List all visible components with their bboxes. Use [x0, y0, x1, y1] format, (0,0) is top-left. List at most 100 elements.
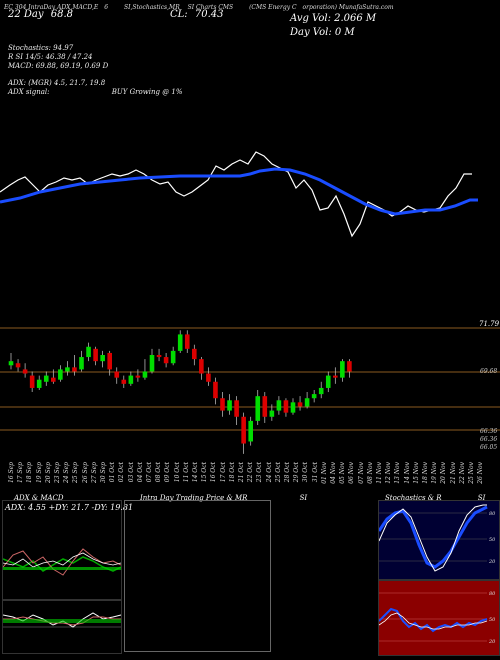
rsi-lines: 80 50 20 — [378, 591, 496, 645]
candle-body — [248, 420, 253, 442]
adx-readout: ADX: (MGR) 4.5, 21.7, 19.8 — [8, 79, 106, 87]
adx-line — [3, 552, 121, 568]
rsi-axis-50: 50 — [489, 617, 496, 623]
macd-lines — [2, 612, 122, 628]
candle-body — [15, 363, 21, 368]
date-axis: 16 Sep 17 Sep 18 Sep 19 Sep 20 Sep 23 Sep 24 S… — [0, 462, 500, 494]
candle-body — [255, 396, 261, 421]
date-tick-label: 19 Sep — [35, 462, 43, 484]
date-tick-label: 02 Oct — [118, 462, 126, 483]
rsi-axis-80: 80 — [489, 591, 496, 597]
date-tick-label: 31 Oct — [311, 462, 319, 483]
date-tick-label: 12 Nov — [385, 462, 393, 484]
price-label-mid: 69.68 — [480, 368, 498, 375]
adx-panel: ADX: 4.55 +DY: 21.7 -DY: 19.81 — [2, 500, 133, 600]
date-tick-label: 29 Oct — [293, 462, 301, 483]
date-tick-label: 11 Oct — [182, 462, 190, 483]
candle-body — [135, 375, 141, 378]
day-volume: Day Vol: 0 M — [290, 27, 355, 38]
candle-body — [234, 400, 239, 417]
adx-signal-label: ADX signal: — [8, 88, 50, 96]
price-label-top: 71.79 — [479, 320, 500, 328]
intraday-title-text: Intra Day Trading Price & MR — [140, 494, 248, 502]
date-tick-label: 30 Sep — [100, 462, 107, 484]
candle-body — [269, 410, 275, 417]
candle-body — [163, 357, 169, 364]
candle-body — [114, 371, 120, 378]
price-label-low3: 66.05 — [480, 444, 498, 451]
candle-body — [333, 375, 338, 378]
stochastics-panel: 80 50 20 — [377, 500, 500, 580]
date-tick-label: 26 Sep — [81, 462, 89, 484]
close-value: 70.43 — [194, 9, 224, 20]
candle-body — [170, 350, 176, 364]
candle-body — [86, 346, 91, 358]
candle-body — [8, 361, 14, 366]
candle-body — [325, 375, 331, 388]
moving-average-chart — [0, 151, 478, 238]
candle-body — [79, 357, 84, 370]
candle-body — [199, 359, 204, 374]
macd-histogram-band — [3, 619, 121, 623]
rsi-readout: R SI 14/5: 46.38 / 47.24 — [8, 53, 93, 61]
candle-body — [100, 355, 105, 362]
date-tick-label: 20 Nov — [440, 462, 448, 484]
date-tick-label: 04 Oct — [136, 462, 144, 483]
candle-body — [220, 398, 225, 411]
candle-body — [43, 375, 49, 382]
price-label-low1: 66.36 — [480, 428, 498, 435]
candle-body — [93, 348, 98, 362]
header-title-right: (CMS Energy C — [249, 4, 297, 11]
candle-body — [192, 348, 197, 360]
candle-body — [177, 334, 183, 351]
date-tick-label: 17 Sep — [17, 462, 25, 484]
date-tick-label: 16 Oct — [210, 462, 218, 483]
adx-lines — [3, 548, 121, 576]
date-tick-label: 23 Sep — [54, 462, 61, 484]
adx-panel-title: ADX & MACD — [14, 494, 64, 502]
date-tick-label: 27 Sep — [90, 462, 98, 484]
date-tick-label: 10 Oct — [173, 462, 181, 483]
date-tick-label: 21 Oct — [238, 462, 245, 483]
date-tick-label: 25 Sep — [72, 462, 80, 484]
header-title-mid3: SI Charts CMS — [187, 4, 234, 11]
candle-body — [58, 369, 63, 380]
adx-fill-band — [3, 567, 121, 570]
date-tick-label: 15 Oct — [201, 462, 209, 483]
candle-body — [156, 355, 162, 358]
price-line — [0, 151, 472, 238]
stoch-title-text2: SI — [477, 494, 486, 502]
ma-line — [0, 167, 478, 216]
day-range: 22 Day 68.8 — [8, 9, 73, 20]
date-tick-label: 05 Nov — [339, 462, 347, 484]
candle-body — [318, 387, 324, 395]
stoch-title-text: Stochastics & R — [385, 494, 442, 502]
candle-body — [340, 361, 345, 378]
date-tick-label: 08 Nov — [366, 462, 374, 484]
date-tick-label: 06 Nov — [348, 462, 356, 484]
adx-values: ADX: 4.55 +DY: 21.7 -DY: 19.81 — [5, 503, 134, 512]
stoch-axis-50: 50 — [489, 537, 496, 543]
date-tick-label: 30 Oct — [302, 462, 310, 483]
macd-panel — [2, 600, 122, 654]
rsi-line — [378, 607, 488, 633]
stoch-axis-20: 20 — [488, 559, 496, 565]
date-tick-label: 01 Nov — [320, 462, 328, 484]
close-price: CL: 70.43 — [170, 9, 224, 20]
date-tick-label: 28 Oct — [284, 462, 291, 483]
date-tick-label: 23 Oct — [256, 462, 264, 483]
date-tick-label: 19 Nov — [431, 462, 439, 484]
header-title: EC 304 IntraDay ADX,MACD,E 6 SI,Stochast… — [4, 4, 394, 11]
candle-body — [347, 361, 352, 372]
candle-body — [72, 367, 77, 372]
candle-body — [36, 379, 42, 388]
header-title-left: EC 304 IntraDay ADX,MACD,E — [4, 4, 99, 11]
date-tick-label: 22 Oct — [247, 462, 255, 483]
candle-body — [29, 375, 35, 388]
adx-signal: ADX signal: BUY Growing @ 1% — [8, 88, 183, 96]
day-label: 22 Day — [8, 9, 44, 20]
candle-body — [311, 394, 317, 399]
date-tick-label: 13 Nov — [394, 462, 402, 484]
intraday-title-text2: SI — [299, 494, 308, 502]
stoch-panel-title: Stochastics & R SI — [385, 494, 485, 502]
